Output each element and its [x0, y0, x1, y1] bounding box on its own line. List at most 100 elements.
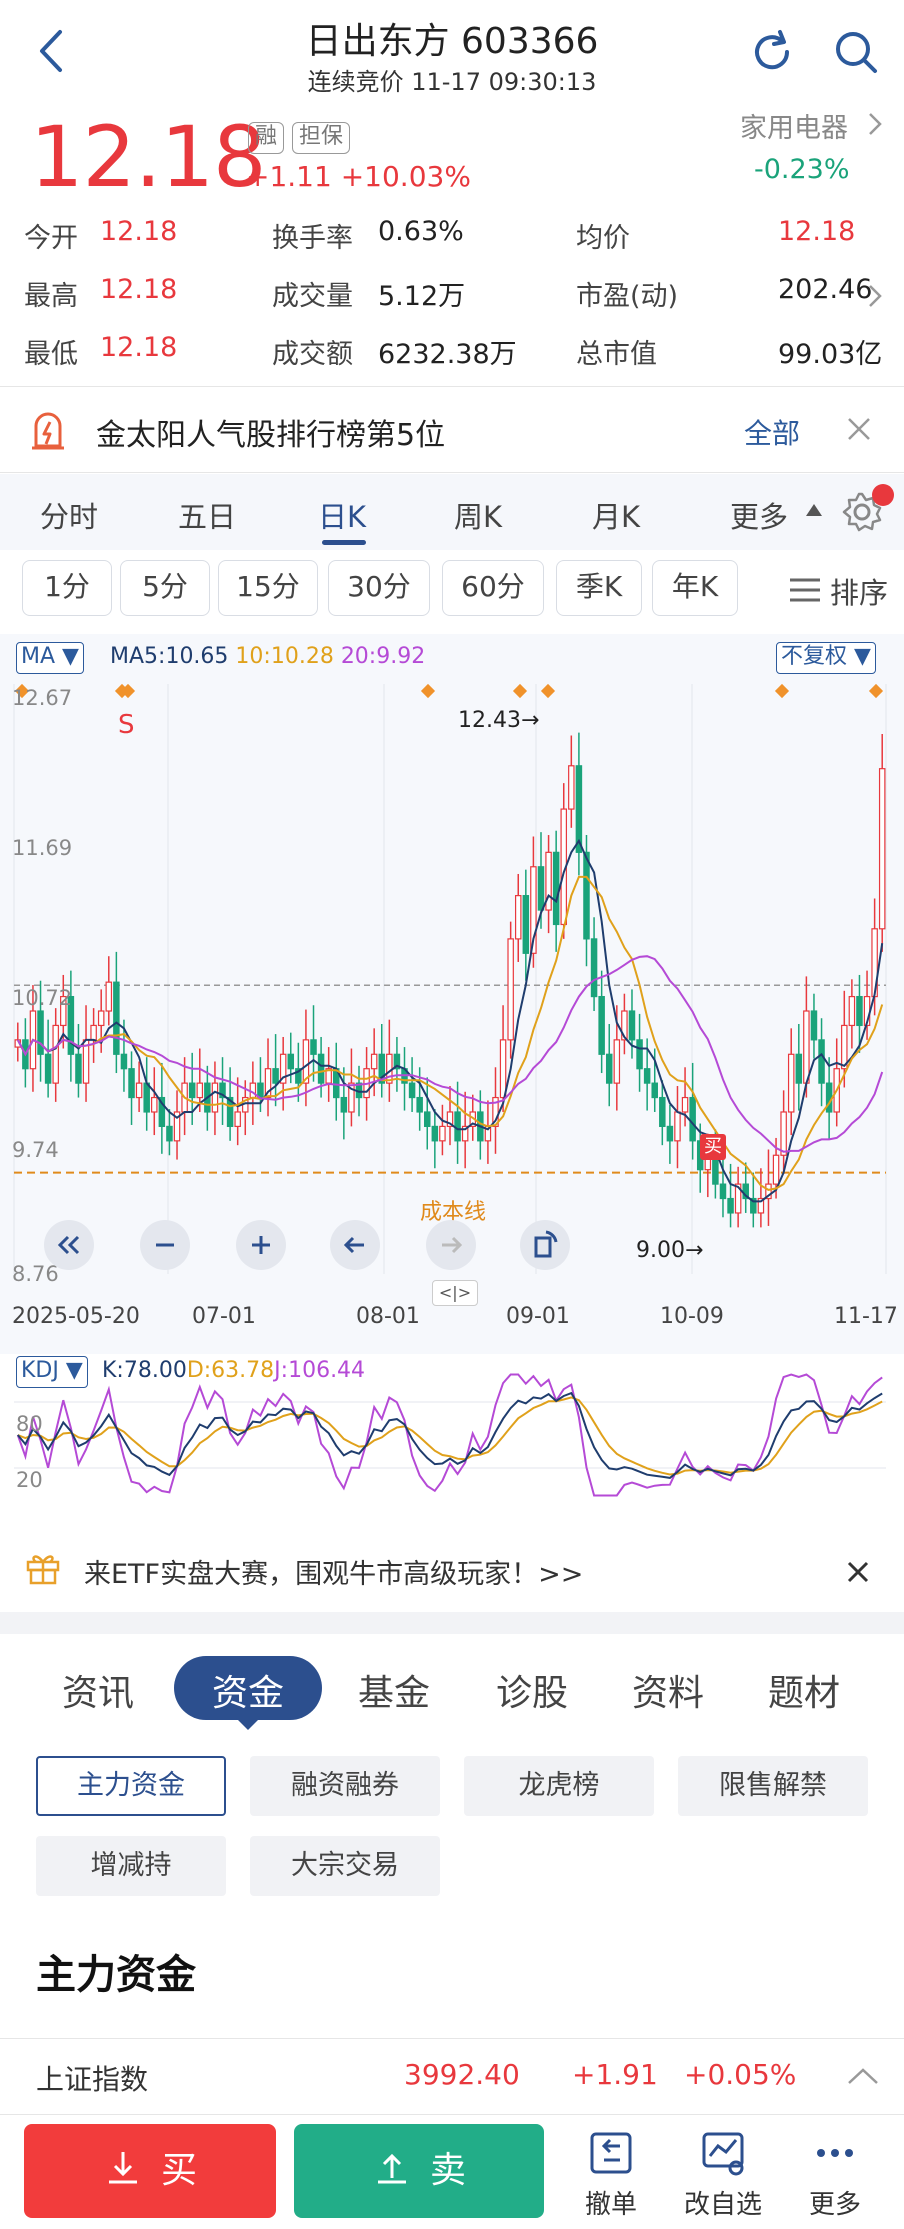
close-icon[interactable]	[846, 416, 872, 442]
ma-indicator-label: MA	[21, 644, 56, 669]
more-icon[interactable]	[810, 2128, 860, 2178]
back-icon[interactable]	[30, 26, 74, 76]
buy-signal-marker: 买	[700, 1134, 726, 1160]
signal-marker	[540, 683, 556, 699]
candle-body	[188, 1082, 196, 1099]
interval-1m-button[interactable]: 1分	[22, 560, 112, 616]
chart-drag-handle[interactable]: <|>	[432, 1280, 478, 1306]
candle-body	[60, 995, 67, 1027]
rotate-screen-button[interactable]	[520, 1220, 570, 1270]
tab-month-k[interactable]: 月K	[592, 500, 641, 534]
ma5-line	[16, 838, 884, 1203]
block-trade-button[interactable]: 大宗交易	[250, 1836, 440, 1896]
y-tick: 9.74	[12, 1138, 59, 1162]
kdj-chart[interactable]	[0, 1350, 904, 1510]
interval-5m-button[interactable]: 5分	[120, 560, 210, 616]
tab-capital[interactable]: 资金	[212, 1673, 285, 1714]
sort-list-icon[interactable]	[788, 576, 822, 604]
candle-body	[818, 1039, 825, 1084]
dragon-tiger-button[interactable]: 龙虎榜	[464, 1756, 654, 1816]
candle-body	[499, 1039, 507, 1099]
quote-value: 6232.38万	[378, 339, 517, 370]
plus-icon	[252, 1236, 270, 1254]
lockup-release-button[interactable]: 限售解禁	[678, 1756, 868, 1816]
gear-icon[interactable]	[840, 490, 884, 534]
quote-label: 最低	[24, 339, 78, 370]
price-change: +1.11 +10.03%	[246, 160, 471, 193]
tab-themes[interactable]: 题材	[768, 1673, 841, 1714]
pan-left-button[interactable]	[330, 1220, 380, 1270]
candle-body	[219, 1082, 226, 1099]
margin-trading-button[interactable]: 融资融券	[250, 1756, 440, 1816]
x-tick: 07-01	[192, 1304, 256, 1329]
candle-body	[348, 1082, 355, 1113]
candle-body	[272, 1068, 279, 1084]
candle-body	[659, 1096, 666, 1128]
tab-news[interactable]: 资讯	[62, 1673, 135, 1714]
tab-day-k[interactable]: 日K	[318, 500, 367, 534]
cancel-order-label[interactable]: 撤单	[584, 2190, 637, 2220]
sort-button[interactable]: 排序	[830, 576, 889, 610]
buy-button[interactable]: 买	[24, 2124, 276, 2218]
interval-30m-button[interactable]: 30分	[328, 560, 430, 616]
tab-week-k[interactable]: 周K	[454, 500, 503, 534]
tab-five-day[interactable]: 五日	[178, 500, 237, 534]
interval-60m-button[interactable]: 60分	[442, 560, 544, 616]
sell-button[interactable]: 卖	[294, 2124, 544, 2218]
caret-up-icon[interactable]	[804, 500, 824, 520]
zoom-out-button[interactable]	[140, 1220, 190, 1270]
candle-body	[780, 1111, 787, 1156]
edit-watchlist-icon[interactable]	[698, 2128, 748, 2178]
promo-text[interactable]: 来ETF实盘大赛，围观牛市高级玩家！>>	[84, 1559, 584, 1590]
ranking-banner-text[interactable]: 金太阳人气股排行榜第5位	[96, 418, 446, 453]
search-icon[interactable]	[830, 26, 882, 78]
tab-more[interactable]: 更多	[730, 500, 789, 534]
index-bar[interactable]	[0, 2038, 904, 2114]
candle-body	[439, 1125, 446, 1142]
close-icon[interactable]	[846, 1560, 870, 1584]
main-capital-button[interactable]: 主力资金	[36, 1756, 226, 1816]
zoom-in-button[interactable]	[236, 1220, 286, 1270]
chevron-up-icon[interactable]	[846, 2066, 880, 2086]
edit-watchlist-label[interactable]: 改自选	[683, 2190, 762, 2220]
tab-funds[interactable]: 基金	[358, 1673, 431, 1714]
holding-change-button[interactable]: 增减持	[36, 1836, 226, 1896]
quote-value: 99.03亿	[778, 339, 883, 370]
kline-chart[interactable]	[0, 634, 904, 1334]
candle-body	[386, 1053, 393, 1084]
pan-right-button[interactable]	[426, 1220, 476, 1270]
chevron-right-icon[interactable]	[866, 110, 884, 138]
quote-label: 市盈(动)	[576, 281, 679, 312]
arrow-left-icon	[343, 1236, 364, 1254]
ma-indicator-select[interactable]: MA ▼	[16, 642, 84, 674]
year-k-button[interactable]: 年K	[652, 560, 738, 616]
sector-name[interactable]: 家用电器	[740, 113, 848, 144]
banner-all-link[interactable]: 全部	[744, 417, 801, 450]
active-info-tab-notch	[236, 1718, 260, 1730]
tab-diagnosis[interactable]: 诊股	[496, 1673, 569, 1714]
more-label[interactable]: 更多	[808, 2190, 861, 2220]
zoom-out-fast-button[interactable]	[44, 1220, 94, 1270]
candle-body	[545, 851, 552, 911]
kdj-indicator-label: KDJ	[21, 1358, 59, 1383]
index-percent: +0.05%	[684, 2058, 797, 2091]
kdj-indicator-select[interactable]: KDJ ▼	[16, 1356, 88, 1388]
quote-label: 均价	[576, 223, 630, 254]
quote-value: 12.18	[100, 274, 178, 305]
refresh-icon[interactable]	[746, 26, 798, 78]
candle-body	[370, 1053, 378, 1070]
adjust-select[interactable]: 不复权 ▼	[776, 642, 876, 674]
quote-label: 成交量	[272, 281, 353, 312]
tab-intraday[interactable]: 分时	[40, 500, 99, 534]
candle-body	[590, 938, 598, 998]
candle-body	[166, 1125, 173, 1142]
chevron-right-icon[interactable]	[866, 282, 884, 310]
candle-body	[279, 1053, 287, 1084]
candle-body	[727, 1197, 734, 1214]
divider	[0, 472, 904, 473]
candle-body	[507, 938, 514, 1041]
tab-profile[interactable]: 资料	[632, 1673, 705, 1714]
interval-15m-button[interactable]: 15分	[218, 560, 318, 616]
quarter-k-button[interactable]: 季K	[556, 560, 642, 616]
cancel-order-icon[interactable]	[586, 2128, 636, 2178]
